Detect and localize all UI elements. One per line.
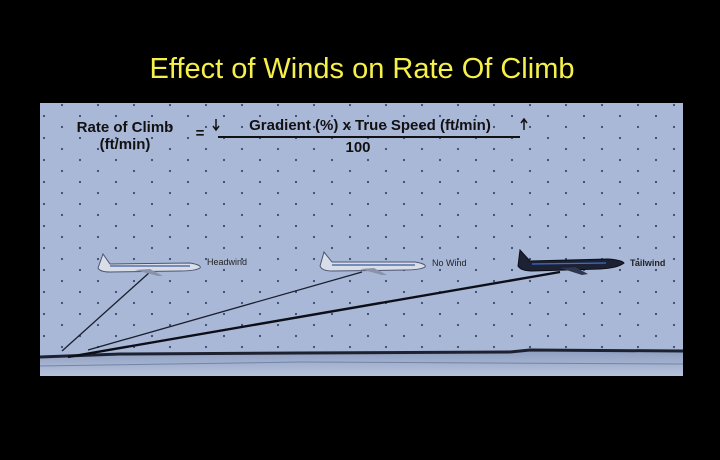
aircraft-headwind: Headwind [97, 252, 247, 276]
formula-denominator: 100 [345, 139, 370, 156]
diagram-panel [39, 103, 684, 376]
aircraft-tailwind: Tailwind [517, 248, 665, 275]
formula-lhs: Rate of Climb [77, 119, 174, 136]
formula-numerator: Gradient (%) x True Speed (ft/min) [249, 117, 491, 134]
formula: Rate of Climb (ft/min) = Gradient (%) x … [77, 117, 528, 156]
formula-lhs-unit: (ft/min) [100, 136, 151, 153]
down-arrow [212, 119, 220, 132]
equals-sign: = [196, 125, 205, 142]
aircraft-no-wind: No Wind [319, 250, 467, 275]
aircraft-label: No Wind [432, 258, 467, 268]
slide-title: Effect of Winds on Rate Of Climb [150, 53, 575, 85]
aircraft-label: Tailwind [630, 258, 665, 268]
up-arrow [520, 117, 528, 130]
climb-paths [61, 270, 561, 359]
aircraft-label: Headwind [207, 257, 247, 267]
